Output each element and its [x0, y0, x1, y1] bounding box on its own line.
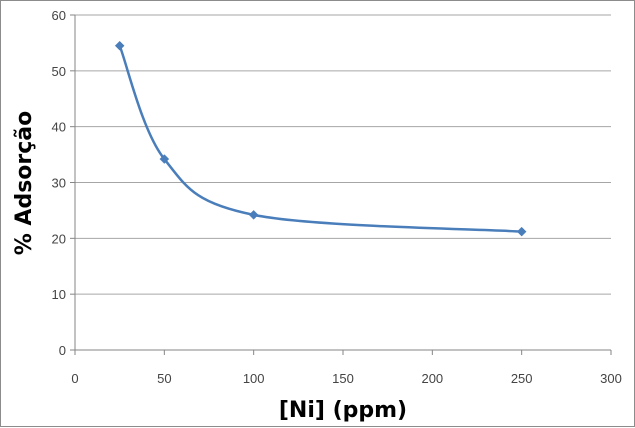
x-tick-label: 300 — [600, 371, 622, 386]
x-tick-label: 100 — [243, 371, 265, 386]
y-tick-label: 20 — [52, 231, 66, 246]
grid-lines — [75, 14, 611, 295]
y-tick-label: 50 — [52, 64, 66, 79]
x-tick-label: 50 — [157, 371, 171, 386]
series-group — [114, 40, 527, 237]
x-tick-labels: 0 50 100 150 200 250 300 — [71, 371, 621, 386]
y-tick-label: 10 — [52, 287, 66, 302]
data-point-marker — [114, 40, 125, 51]
y-tick-label: 60 — [52, 8, 66, 23]
y-axis-title: % Adsorção — [12, 111, 37, 256]
y-tick-label: 40 — [52, 120, 66, 135]
y-tick-label: 0 — [59, 343, 66, 358]
data-point-marker — [516, 226, 527, 237]
y-tick-labels: 0 10 20 30 40 50 60 — [52, 8, 66, 358]
series-line — [118, 45, 522, 233]
data-point-marker — [248, 210, 259, 220]
axes — [70, 14, 612, 355]
x-tick-label: 150 — [332, 371, 354, 386]
x-tick-label: 0 — [71, 371, 78, 386]
data-point-marker — [159, 154, 170, 164]
x-axis-title: [Ni] (ppm) — [279, 398, 407, 423]
x-tick-label: 250 — [511, 371, 533, 386]
y-tick-label: 30 — [52, 176, 66, 191]
x-tick-label: 200 — [421, 371, 443, 386]
